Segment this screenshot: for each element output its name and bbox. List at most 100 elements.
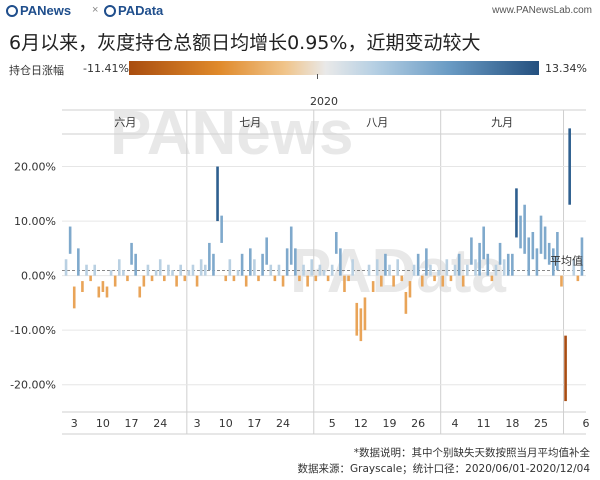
bar bbox=[269, 264, 273, 276]
bar bbox=[109, 270, 113, 276]
year-label: 2020 bbox=[310, 95, 338, 108]
bar bbox=[420, 275, 424, 287]
bar bbox=[105, 286, 109, 298]
bar bbox=[359, 308, 363, 342]
bar bbox=[306, 275, 309, 287]
bar bbox=[535, 248, 539, 276]
chart-title: 6月以来，灰度持仓总额日均增长0.95%，近期变动较大 bbox=[9, 32, 481, 54]
bar bbox=[97, 286, 101, 298]
legend-min: -11.41% bbox=[83, 62, 129, 75]
legend-max: 13.34% bbox=[545, 62, 587, 75]
month-label: 七月 bbox=[239, 116, 261, 129]
bar bbox=[433, 275, 436, 282]
bar bbox=[343, 275, 346, 292]
bar bbox=[367, 264, 371, 276]
bar bbox=[134, 253, 137, 276]
bar bbox=[117, 259, 121, 276]
bar bbox=[310, 259, 314, 276]
bar bbox=[498, 242, 502, 265]
month-label: 九月 bbox=[491, 116, 513, 129]
x-tick-label: 4 bbox=[452, 417, 459, 430]
bar bbox=[85, 264, 88, 276]
bar bbox=[470, 237, 473, 265]
x-tick-label: 10 bbox=[219, 417, 233, 430]
bar bbox=[273, 275, 277, 282]
bar bbox=[461, 275, 465, 287]
bar bbox=[216, 166, 219, 222]
bar bbox=[547, 242, 551, 265]
bar bbox=[314, 275, 318, 282]
bar bbox=[281, 275, 285, 287]
bar bbox=[183, 275, 187, 282]
bar bbox=[130, 242, 133, 265]
bar bbox=[64, 259, 68, 276]
bar bbox=[224, 275, 228, 282]
x-tick-label: 5 bbox=[329, 417, 336, 430]
bar bbox=[146, 264, 150, 276]
bar bbox=[163, 275, 166, 282]
panews-logo-icon bbox=[6, 5, 18, 17]
bar bbox=[257, 275, 260, 282]
bar bbox=[101, 281, 105, 292]
bar bbox=[556, 232, 559, 271]
month-label: 六月 bbox=[114, 116, 136, 129]
bar bbox=[195, 275, 199, 287]
bar bbox=[511, 253, 514, 276]
bar bbox=[474, 259, 477, 276]
bar bbox=[212, 253, 215, 276]
bar bbox=[515, 188, 518, 238]
y-tick-label: 20.00% bbox=[14, 161, 56, 174]
bar bbox=[138, 286, 142, 298]
x-tick-label: 10 bbox=[96, 417, 110, 430]
bar bbox=[416, 253, 420, 276]
bar bbox=[482, 226, 485, 260]
bar bbox=[298, 275, 301, 282]
x-tick-label: 11 bbox=[477, 417, 491, 430]
bar bbox=[384, 253, 387, 276]
site-url: www.PANewsLab.com bbox=[492, 5, 592, 16]
bar bbox=[142, 275, 146, 287]
bar bbox=[294, 248, 297, 276]
bar bbox=[122, 270, 125, 276]
bar bbox=[220, 215, 223, 243]
bar bbox=[236, 270, 240, 276]
bar bbox=[375, 259, 379, 276]
x-tick-label: 24 bbox=[153, 417, 167, 430]
bar bbox=[580, 237, 584, 276]
bar bbox=[232, 275, 236, 282]
bar bbox=[441, 275, 445, 287]
bar bbox=[396, 259, 400, 276]
bar bbox=[564, 335, 567, 402]
x-tick-label: 26 bbox=[411, 417, 425, 430]
bar bbox=[551, 248, 555, 276]
x-tick-label: 18 bbox=[505, 417, 519, 430]
bar bbox=[171, 270, 174, 276]
x-tick-label: 17 bbox=[247, 417, 261, 430]
bar bbox=[400, 275, 404, 282]
y-tick-label: -10.00% bbox=[10, 324, 56, 337]
bar bbox=[404, 292, 408, 314]
bar bbox=[265, 237, 268, 265]
bar bbox=[167, 264, 170, 276]
x-tick-label: 12 bbox=[354, 417, 368, 430]
bar bbox=[208, 242, 211, 271]
bar bbox=[253, 259, 256, 276]
bar bbox=[322, 270, 326, 276]
bar bbox=[154, 270, 158, 276]
bar bbox=[72, 286, 76, 309]
bar bbox=[330, 264, 334, 276]
bar bbox=[277, 264, 281, 276]
bar bbox=[425, 248, 428, 276]
bar bbox=[363, 297, 367, 331]
legend-label: 持仓日涨幅 bbox=[9, 64, 64, 77]
x-tick-label: 6 bbox=[583, 417, 590, 430]
padata-logo-icon bbox=[104, 5, 116, 17]
bar bbox=[371, 281, 375, 292]
x-tick-label: 17 bbox=[125, 417, 139, 430]
bar bbox=[543, 226, 547, 260]
bar bbox=[412, 264, 416, 276]
x-tick-label: 24 bbox=[276, 417, 290, 430]
bar bbox=[453, 264, 457, 276]
bar bbox=[572, 259, 576, 276]
bar bbox=[228, 259, 232, 276]
